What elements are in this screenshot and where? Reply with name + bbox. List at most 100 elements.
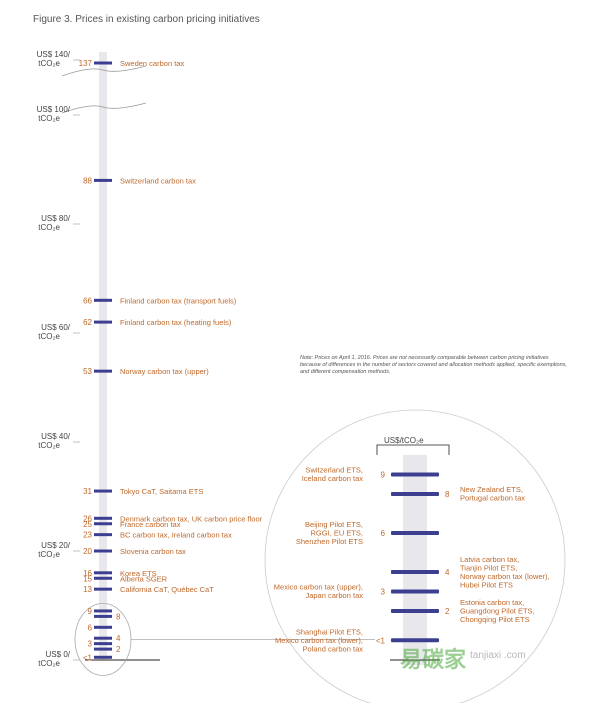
price-mark [94,489,112,493]
initiative-label: Tokyo CaT, Saitama ETS [120,487,203,496]
zoom-initiative-label: Shanghai Pilot ETS, Mexico carbon tax (lo… [275,627,363,653]
zoom-label-line: RGGI, EU ETS, [310,529,363,538]
axis-tick-unit: tCO₂e [38,223,60,232]
zoom-label-line: Estonia carbon tax, [460,598,524,607]
price-mark [94,522,112,526]
price-value: 31 [83,487,92,496]
zoom-bracket [376,444,450,455]
zoom-label-line: Shenzhen Pilot ETS [296,537,363,546]
price-value: 16 [83,569,92,578]
zoom-track [403,455,427,665]
zoom-label-line: Portugal carbon tax [460,494,525,503]
price-mark [94,576,112,580]
watermark-url: tanjiaxi .com [470,650,526,661]
price-mark [94,587,112,591]
axis-tick-unit: tCO₂e [38,441,60,450]
price-mark [94,516,112,520]
initiative-label: Denmark carbon tax, UK carbon price floo… [120,514,263,523]
zoom-price-value: 6 [381,529,386,538]
zoom-label-line: Iceland carbon tax [302,474,364,483]
price-mark [94,320,112,324]
axis-break-line [61,102,147,114]
axis-tick-unit: tCO₂e [38,550,60,559]
zoom-label-line: Latvia carbon tax, [460,555,519,564]
zoom-initiative-label: Mexico carbon tax (upper), Japan carbon t… [274,583,363,601]
price-mark [94,298,112,302]
zoom-price-value: 2 [445,607,450,616]
zoom-price-mark [391,638,439,643]
price-mark [94,61,112,65]
price-value: 137 [79,59,93,68]
zoom-label-line: Tianjin Pilot ETS, [460,564,517,573]
price-value: 8 [116,612,121,621]
price-value: 62 [83,318,92,327]
zoom-price-mark [391,570,439,574]
zoom-initiative-label: New Zealand ETS, Portugal carbon tax [460,485,525,503]
zoom-label-line: Beijing Pilot ETS, [305,520,363,529]
price-mark [94,642,112,646]
price-value: 53 [83,367,92,376]
price-mark [94,625,112,629]
price-mark [94,609,112,613]
price-value: 2 [116,645,121,654]
axis-tick-label: US$ 80/ [41,214,71,223]
price-value: 25 [83,520,92,529]
price-mark [94,549,112,553]
axis-tick-unit: tCO₂e [38,332,60,341]
initiative-label: Korea ETS [120,569,157,578]
price-value: 20 [83,547,92,556]
price-value: 9 [88,607,93,616]
initiative-label: Sweden carbon tax [120,59,184,68]
zoom-initiative-label: Estonia carbon tax, Guangdong Pilot ETS, C… [460,598,535,624]
price-value: 4 [116,634,121,643]
initiative-label: Norway carbon tax (upper) [120,367,209,376]
zoom-price-mark [391,492,439,496]
price-mark [94,655,112,659]
watermark-logo: 易碳家 [400,647,467,672]
price-mark [94,614,112,618]
price-value: 88 [83,176,92,185]
chart-title: Figure 3. Prices in existing carbon pric… [33,14,260,25]
zoom-label-line: Mexico carbon tax (lower), [275,636,363,645]
zoom-label-line: New Zealand ETS, [460,485,523,494]
price-mark [94,647,112,651]
initiative-label: Alberta SGER [120,574,168,583]
price-value: 3 [88,640,93,649]
zoom-price-mark [391,609,439,613]
price-value: 15 [83,574,92,583]
initiative-label: California CaT, Québec CaT [120,585,214,594]
price-mark [94,636,112,640]
zoom-label-line: Poland carbon tax [303,644,364,653]
price-value: <1 [83,653,93,662]
axis-tick-label: US$ 60/ [41,323,71,332]
price-value: 66 [83,296,92,305]
zoom-price-value: 9 [381,471,386,480]
zoom-initiative-label: Beijing Pilot ETS, RGGI, EU ETS, Shenzhen … [296,520,363,546]
initiative-label: France carbon tax [120,520,181,529]
axis-tick-unit: tCO₂e [38,114,60,123]
zoom-price-mark [391,589,439,594]
axis-tick-label: US$ 40/ [41,432,71,441]
axis-tick-unit: tCO₂e [38,59,60,68]
axis-tick-label: US$ 20/ [41,541,71,550]
zoom-label-line: Guangdong Pilot ETS, [460,607,535,616]
zoom-label-line: Mexico carbon tax (upper), [274,583,363,592]
price-mark [94,571,112,575]
price-value: 26 [83,514,92,523]
initiative-label: Switzerland carbon tax [120,176,196,185]
initiative-label: Finland carbon tax (heating fuels) [120,318,232,327]
zoom-price-value: 4 [445,568,450,577]
price-mark [94,178,112,182]
zoom-label-line: Chongqing Pilot ETS [460,615,530,624]
axis-tick-label: US$ 100/ [37,105,71,114]
zoom-price-mark [391,531,439,535]
price-mark [94,533,112,537]
chart-note: Note: Prices on April 1, 2016. Prices ar… [300,355,567,375]
zoom-label-line: Japan carbon tax [305,591,363,600]
scale-track [99,52,107,660]
zoom-initiative-label: Switzerland ETS, Iceland carbon tax [302,466,364,484]
zoom-price-value: 3 [381,588,386,597]
zoom-price-mark [391,472,439,477]
